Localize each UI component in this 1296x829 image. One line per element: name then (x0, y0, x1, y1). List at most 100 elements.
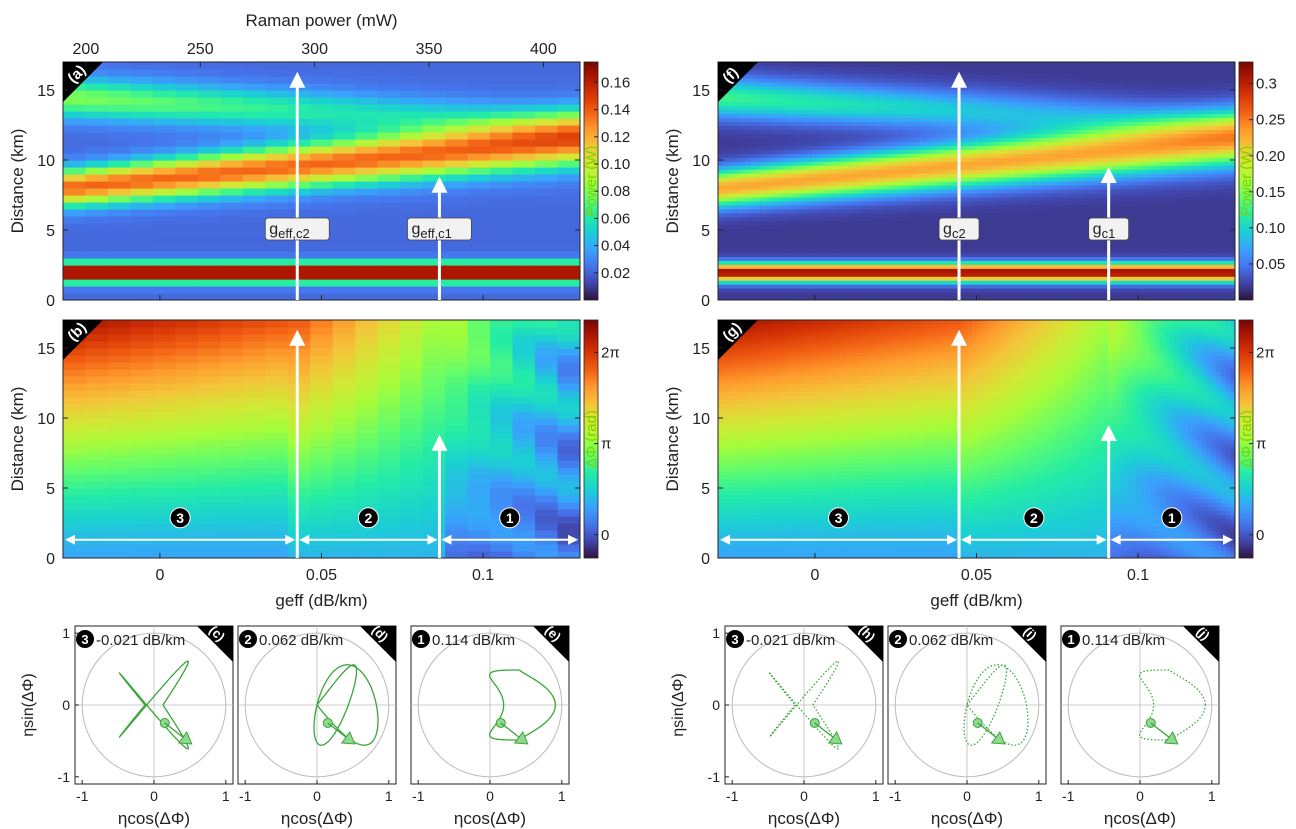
heatmap-cell (948, 101, 954, 107)
heatmap-cell (242, 425, 266, 433)
heatmap-cell (971, 137, 978, 142)
heatmap-cell (152, 174, 176, 182)
heatmap-cell (152, 139, 176, 147)
heatmap-cell (863, 62, 869, 67)
heatmap-cell (882, 296, 888, 300)
heatmap-cell (220, 327, 244, 335)
heatmap-cell (788, 232, 794, 238)
heatmap-cell (310, 327, 334, 335)
heatmap-cell (377, 376, 401, 384)
heatmap-cell (971, 188, 978, 194)
heatmap-cell (741, 125, 747, 131)
heatmap-cell (718, 200, 724, 206)
heatmap-cell (197, 139, 221, 147)
heatmap-cell (535, 509, 559, 517)
heatmap-cell (868, 264, 874, 269)
heatmap-cell (844, 133, 851, 138)
heatmap-cell (873, 288, 879, 293)
heatmap-cell (760, 157, 766, 162)
heatmap-cell (727, 216, 733, 222)
heatmap-cell (873, 212, 879, 218)
heatmap-cell (175, 174, 199, 182)
heatmap-cell (783, 196, 790, 202)
heatmap-cell (774, 93, 780, 99)
heatmap-cell (220, 104, 244, 112)
heatmap-cell (915, 97, 921, 103)
heatmap-cell (971, 161, 978, 166)
heatmap-cell (422, 334, 446, 342)
heatmap-cell (445, 167, 469, 175)
heatmap-cell (557, 418, 580, 426)
heatmap-cell (732, 169, 738, 174)
heatmap-cell (943, 268, 949, 273)
heatmap-cell (915, 89, 921, 95)
heatmap-cell (287, 265, 311, 273)
heatmap-cell (535, 439, 559, 447)
heatmap-cell (887, 101, 893, 107)
heatmap-cell (732, 188, 738, 194)
heatmap-cell (793, 292, 799, 297)
heatmap-cell (812, 73, 818, 79)
heatmap-cell (130, 174, 154, 182)
heatmap-cell (882, 192, 888, 198)
heatmap-cell (929, 153, 935, 158)
heatmap-cell (152, 160, 176, 168)
heatmap-cell (910, 89, 916, 95)
heatmap-cell (107, 530, 132, 538)
heatmap-cell (741, 169, 747, 174)
heatmap-cell (741, 264, 747, 269)
heatmap-cell (400, 146, 424, 154)
heatmap-cell (512, 502, 536, 510)
heatmap-cell (854, 81, 860, 87)
heatmap-cell (915, 117, 921, 123)
heatmap-cell (130, 432, 154, 440)
heatmap-cell (896, 272, 902, 277)
heatmap-cell (934, 208, 940, 214)
heatmap-cell (906, 228, 912, 234)
heatmap-cell (287, 481, 311, 489)
heatmap-cell (755, 244, 761, 250)
heatmap-cell (802, 157, 808, 162)
heatmap-cell (816, 62, 822, 67)
heatmap-cell (152, 167, 176, 175)
heatmap-cell (490, 544, 514, 552)
heatmap-cell (377, 139, 401, 147)
heatmap-cell (812, 244, 818, 250)
heatmap-cell (976, 252, 982, 257)
heatmap-cell (896, 93, 902, 99)
heatmap-cell (906, 264, 912, 269)
heatmap-cell (802, 173, 808, 178)
heatmap-cell (490, 251, 514, 259)
heatmap-cell (467, 397, 491, 405)
heatmap-cell (265, 418, 289, 426)
heatmap-cell (826, 121, 832, 127)
heatmap-cell (906, 284, 912, 289)
heatmap-cell (512, 460, 536, 468)
heatmap-cell (736, 220, 743, 226)
heatmap-cell (85, 355, 109, 363)
heatmap-cell (175, 209, 199, 217)
heatmap-cell (130, 495, 154, 503)
heatmap-cell (807, 65, 813, 71)
heatmap-cell (490, 139, 514, 147)
heatmap-cell (736, 101, 743, 107)
heatmap-cell (152, 362, 176, 370)
heatmap-cell (175, 272, 199, 280)
heatmap-cell (915, 208, 921, 214)
heatmap-cell (821, 268, 827, 273)
heatmap-cell (891, 268, 898, 273)
heatmap-cell (948, 117, 954, 123)
heatmap-cell (830, 113, 837, 119)
heatmap-cell (924, 125, 931, 131)
heatmap-cell (765, 288, 771, 293)
heatmap-cell (938, 125, 945, 131)
heatmap-cell (779, 133, 785, 138)
heatmap-cell (355, 551, 379, 558)
heatmap-cell (938, 97, 945, 103)
heatmap-cell (915, 161, 921, 166)
heatmap-cell (175, 251, 199, 259)
heatmap-cell (901, 129, 907, 134)
heatmap-cell (953, 284, 959, 289)
heatmap-cell (971, 97, 978, 103)
heatmap-cell (732, 264, 738, 269)
